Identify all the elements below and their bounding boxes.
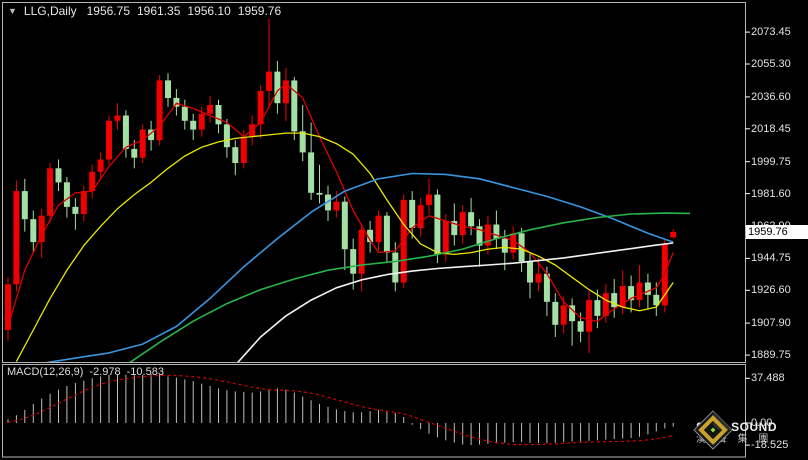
chart-title: ▼ LLG,Daily 1956.75 1961.35 1956.10 1959… — [8, 4, 288, 18]
price-tick-label: 1981.60 — [751, 188, 791, 200]
price-tick-label: 1889.75 — [751, 349, 791, 361]
macd-tick-label: -18.525 — [751, 439, 789, 451]
symbol-timeframe-label: LLG,Daily — [23, 4, 77, 18]
price-tick-label: 2018.45 — [751, 123, 791, 135]
candles — [5, 18, 677, 353]
open-value: 1956.75 — [86, 4, 130, 18]
sino-sound-diamond-icon — [693, 410, 733, 450]
macd-tick-label: 0.00 — [751, 417, 773, 429]
current-price-box: 1959.76 — [746, 225, 808, 239]
ma-mid-yellow — [15, 132, 674, 362]
brand-logo: SINO SOUND 漢 聲 集 團 — [692, 409, 806, 457]
close-value: 1959.76 — [237, 4, 282, 18]
price-tick-label: 2055.30 — [751, 58, 791, 70]
high-value: 1961.35 — [137, 4, 181, 18]
brand-name-chinese: 漢 聲 集 團 — [696, 433, 773, 445]
macd-main-value: -2.978 — [89, 366, 121, 378]
symbol-menu-icon[interactable]: ▼ — [8, 6, 17, 16]
macd-signal-line — [7, 374, 674, 446]
macd-indicator-label: MACD(12,26,9) -2.978 -10.583 — [7, 366, 170, 378]
price-tick-label: 1907.90 — [751, 317, 791, 329]
current-price-value: 1959.76 — [748, 226, 788, 238]
ma-long-blue — [45, 172, 674, 362]
price-tick-label: 1944.75 — [751, 252, 791, 264]
macd-histogram — [7, 374, 674, 446]
moving-averages — [7, 83, 691, 362]
macd-name: MACD(12,26,9) — [7, 366, 84, 378]
price-tick-label: 2073.45 — [751, 26, 791, 38]
price-tick-label: 1926.60 — [751, 284, 791, 296]
macd-tick-label: 37.488 — [751, 372, 785, 384]
ma-fast-red — [7, 83, 674, 327]
macd-window-border — [2, 364, 746, 458]
main-window-border — [2, 2, 746, 363]
low-value: 1956.10 — [187, 4, 231, 18]
ma-long-green — [129, 212, 691, 362]
macd-signal-value: -10.583 — [126, 366, 164, 378]
price-tick-label: 1999.75 — [751, 156, 791, 168]
ma-long-white — [237, 242, 674, 362]
price-tick-label: 2036.60 — [751, 91, 791, 103]
